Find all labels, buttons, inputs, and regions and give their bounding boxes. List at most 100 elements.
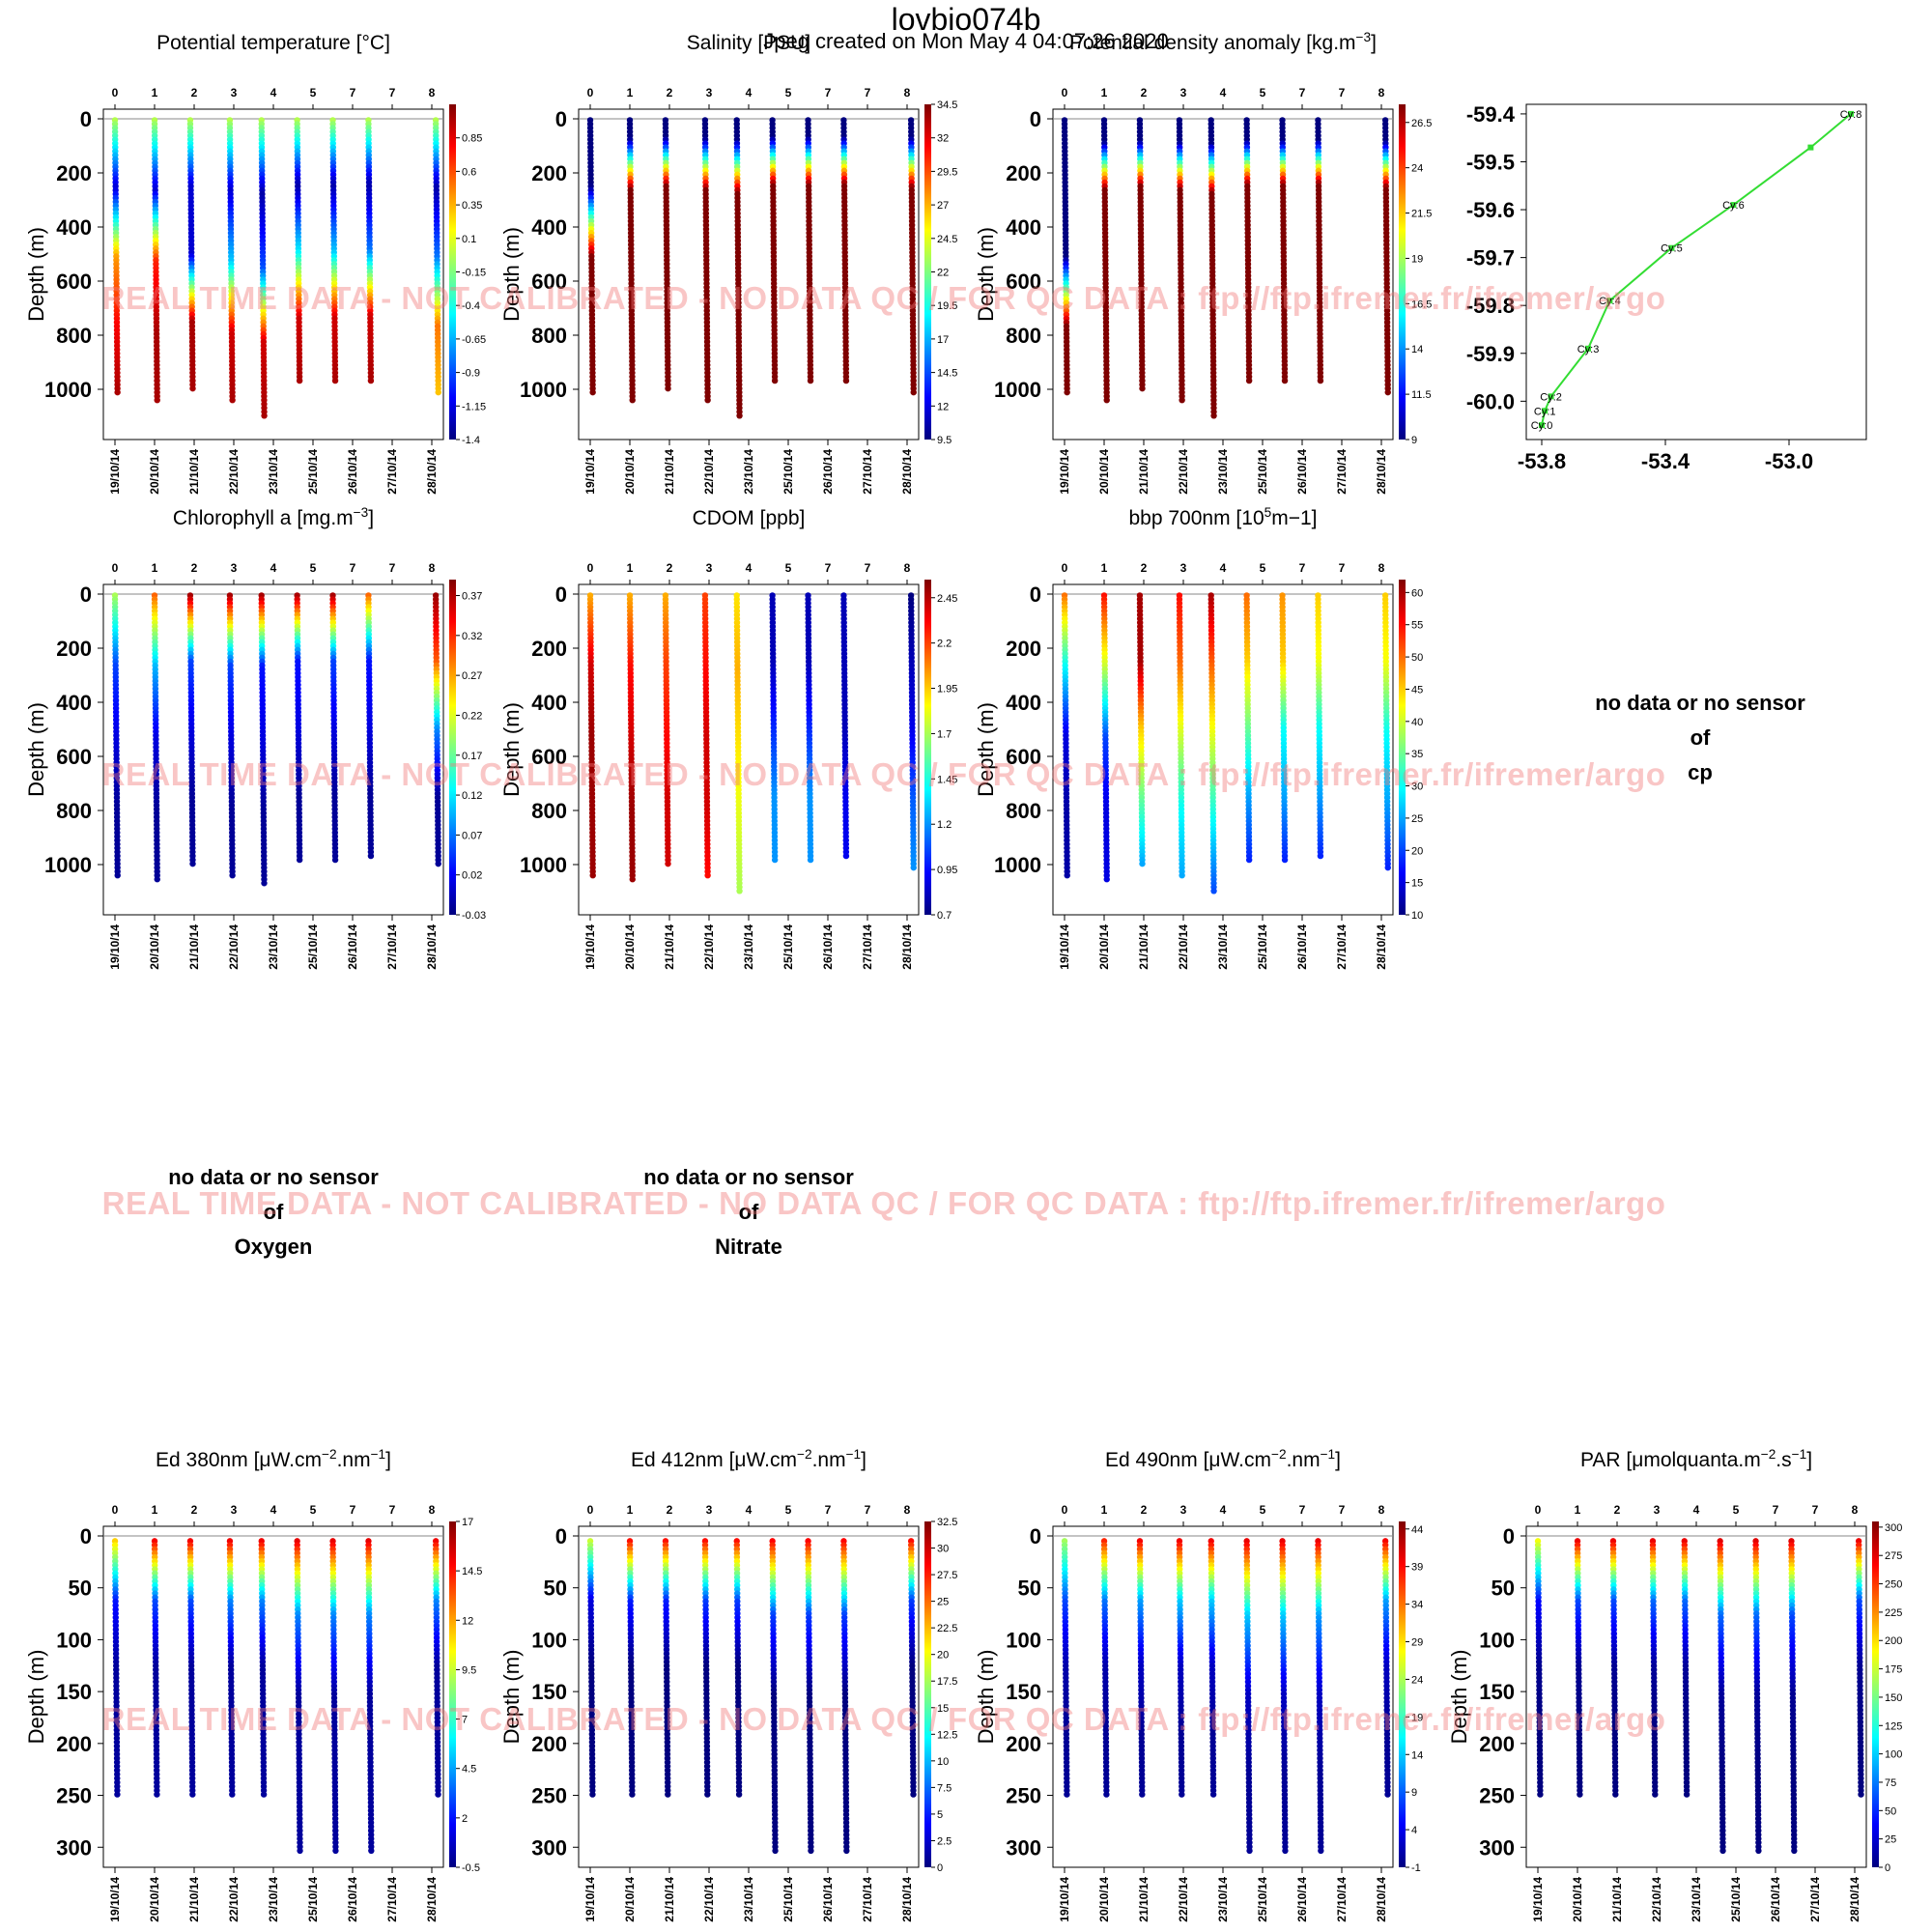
data-point — [589, 872, 596, 879]
data-point — [1139, 384, 1146, 392]
data-point — [229, 872, 236, 879]
cycle-tick-label: 2 — [667, 561, 673, 575]
colorbar-tick-label: 19.5 — [937, 300, 957, 312]
data-point — [154, 876, 160, 883]
date-tick-label: 22/10/14 — [227, 1877, 241, 1922]
profile — [1176, 592, 1185, 879]
date-tick-label: 20/10/14 — [1097, 924, 1111, 970]
depth-profile-chart: CDOM [ppb]0 1 2 3 4 5 7 7 819/10/14 20/10/14 21/10… — [499, 507, 957, 970]
colorbar-tick-label: 1.7 — [937, 728, 952, 740]
depth-tick-label: 0 — [555, 107, 567, 131]
profile — [111, 592, 121, 879]
colorbar-tick-label: 9.5 — [937, 435, 952, 446]
profile — [662, 117, 671, 392]
profile — [1381, 117, 1391, 396]
colorbar-tick-label: 50 — [1411, 652, 1423, 664]
y-axis-label: Depth (m) — [24, 702, 48, 797]
profile — [226, 117, 236, 404]
chart-title: bbp 700nm [105m−1] — [1129, 505, 1318, 529]
data-point — [189, 1791, 196, 1798]
data-point — [1139, 860, 1146, 867]
colorbar-tick-label: 9 — [1411, 435, 1417, 446]
depth-tick-label: 800 — [56, 799, 92, 823]
data-point — [435, 388, 441, 396]
colorbar-tick-label: 22 — [937, 268, 949, 279]
date-tick-label: 28/10/14 — [1375, 924, 1388, 970]
date-tick-label: 22/10/14 — [227, 449, 241, 495]
profile — [1136, 117, 1146, 392]
colorbar — [449, 104, 456, 440]
data-point — [771, 856, 779, 864]
colorbar-tick-label: 9.5 — [462, 1664, 476, 1676]
depth-tick-label: 400 — [531, 215, 567, 240]
date-tick-label: 27/10/14 — [385, 924, 399, 970]
colorbar-tick-label: -0.9 — [462, 368, 480, 380]
profile — [329, 117, 339, 384]
colorbar-tick-label: 2 — [462, 1813, 468, 1825]
profile — [1061, 117, 1070, 396]
cycle-tick-label: 2 — [1141, 561, 1148, 575]
colorbar-tick-label: 27 — [937, 200, 949, 212]
profile — [805, 117, 814, 384]
chart-title: Salinity [PSU] — [687, 32, 810, 54]
cycle-tick-label: 7 — [865, 561, 871, 575]
depth-tick-label: 400 — [1006, 215, 1041, 240]
cycle-tick-label: 8 — [904, 561, 911, 575]
depth-profile-chart: Potential temperature [°C]0 1 2 3 4 5 7 7 819/10… — [24, 32, 486, 495]
cycle-tick-label: 0 — [112, 1503, 119, 1517]
data-point — [704, 872, 711, 879]
date-tick-label: 20/10/14 — [148, 1877, 161, 1922]
depth-tick-label: 1000 — [994, 853, 1041, 877]
profile — [365, 117, 375, 384]
colorbar-tick-label: 7 — [462, 1715, 468, 1726]
date-tick-label: 27/10/14 — [861, 924, 874, 970]
profile — [1100, 592, 1110, 883]
date-tick-label: 19/10/14 — [108, 924, 122, 970]
date-tick-label: 26/10/14 — [346, 1877, 359, 1922]
depth-tick-label: 250 — [56, 1784, 92, 1808]
date-tick-label: 23/10/14 — [742, 924, 755, 970]
cycle-tick-label: 0 — [587, 86, 594, 99]
date-tick-label: 28/10/14 — [1375, 449, 1388, 495]
profile — [840, 592, 850, 860]
cycle-tick-label: 1 — [152, 86, 158, 99]
data-point — [1245, 377, 1253, 384]
data-point — [296, 856, 303, 864]
data-point — [331, 856, 339, 864]
chart-title: CDOM [ppb] — [693, 507, 806, 529]
cycle-tick-label: 3 — [706, 561, 713, 575]
depth-tick-label: 0 — [80, 582, 92, 607]
colorbar-tick-label: 20 — [1411, 845, 1423, 857]
cycle-tick-label: 7 — [825, 561, 832, 575]
profile — [626, 117, 636, 404]
date-tick-label: 25/10/14 — [306, 449, 320, 495]
colorbar-tick-label: 1.45 — [937, 774, 957, 785]
colorbar-tick-label: 16.5 — [1411, 298, 1432, 310]
data-point — [1281, 377, 1289, 384]
profile — [258, 117, 268, 419]
cycle-tick-label: 0 — [1062, 561, 1068, 575]
y-axis-label: Depth (m) — [499, 227, 524, 322]
depth-tick-label: 600 — [1006, 270, 1041, 294]
data-point — [629, 876, 636, 883]
chart-title: Potential temperature [°C] — [156, 32, 390, 54]
profile — [733, 592, 743, 895]
y-axis-label: Depth (m) — [24, 1650, 48, 1745]
depth-tick-label: 600 — [56, 745, 92, 769]
profile — [1315, 117, 1324, 384]
date-tick-label: 21/10/14 — [187, 449, 201, 495]
cycle-tick-label: 5 — [785, 561, 792, 575]
depth-tick-label: 600 — [531, 270, 567, 294]
colorbar-tick-label: 45 — [1411, 684, 1423, 696]
colorbar-tick-label: 2.2 — [937, 639, 952, 650]
colorbar-tick-label: 12 — [937, 401, 949, 412]
profile — [258, 1538, 268, 1798]
date-tick-label: 25/10/14 — [1256, 449, 1269, 495]
data-point — [229, 1791, 236, 1798]
depth-tick-label: 200 — [531, 637, 567, 661]
cycle-tick-label: 7 — [350, 1503, 356, 1517]
data-point — [629, 397, 636, 404]
data-point — [910, 388, 917, 396]
date-tick-label: 25/10/14 — [781, 924, 795, 970]
